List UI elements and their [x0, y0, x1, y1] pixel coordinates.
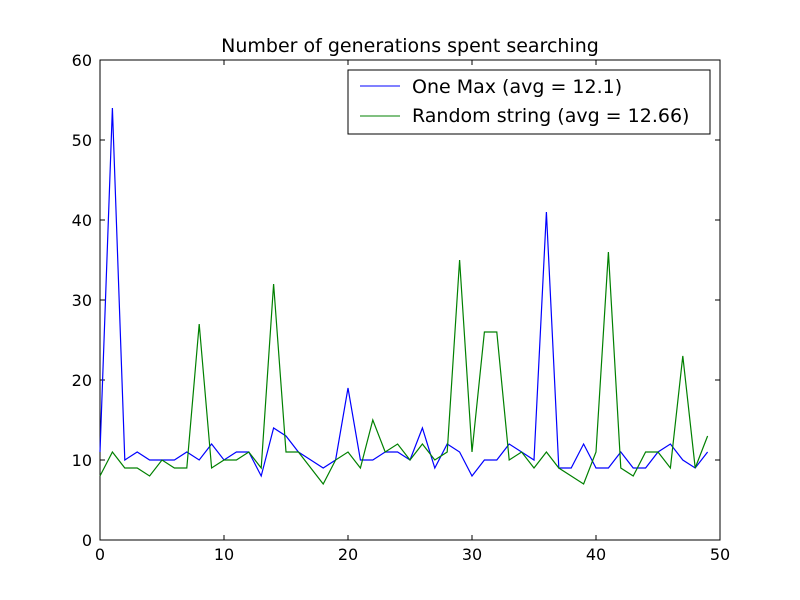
x-tick-label: 50	[710, 545, 730, 564]
y-tick-label: 30	[72, 291, 92, 310]
y-tick-label: 40	[72, 211, 92, 230]
plot-area: 0 10 20 30 40 50 0 10 20 30 40 50 60	[72, 51, 731, 564]
y-tick-label: 50	[72, 131, 92, 150]
series-line-one-max	[99, 107, 709, 478]
x-tick-label: 10	[214, 545, 234, 564]
legend-label-one-max: One Max (avg = 12.1)	[412, 76, 622, 98]
y-tick-label: 0	[82, 531, 92, 550]
x-tick-label: 0	[95, 545, 105, 564]
chart-title: Number of generations spent searching	[221, 35, 599, 57]
y-tick-label: 60	[72, 51, 92, 70]
series-group	[99, 107, 709, 486]
series-line-random-string	[99, 251, 709, 486]
x-axis: 0 10 20 30 40 50	[95, 60, 730, 564]
legend: One Max (avg = 12.1) Random string (avg …	[347, 69, 711, 135]
y-axis: 0 10 20 30 40 50 60	[72, 51, 720, 550]
legend-box	[347, 69, 711, 135]
x-tick-label: 40	[586, 545, 606, 564]
y-tick-label: 10	[72, 451, 92, 470]
legend-label-random-string: Random string (avg = 12.66)	[412, 105, 689, 127]
y-tick-label: 20	[72, 371, 92, 390]
x-tick-label: 20	[338, 545, 358, 564]
x-tick-label: 30	[462, 545, 482, 564]
